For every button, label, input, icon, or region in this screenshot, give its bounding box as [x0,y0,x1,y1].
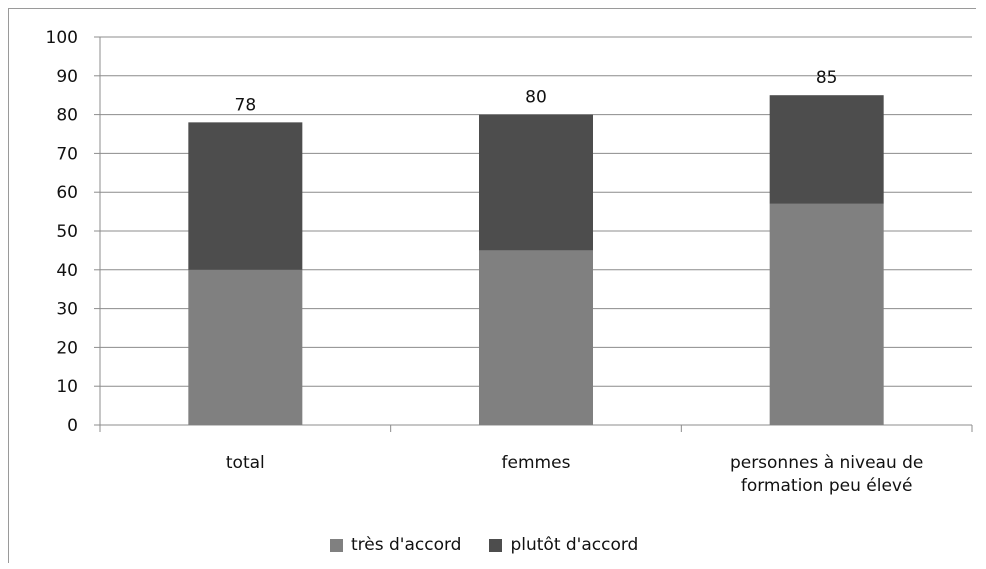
total-label-0: 78 [235,95,257,115]
bar-plutot-accord-2 [769,95,884,204]
bar-tres-accord-0 [188,269,303,425]
legend-swatch-tres-accord [330,538,343,552]
total-label-2: 85 [816,68,838,88]
legend-label-tres-accord: très d'accord [351,535,462,555]
bar-plutot-accord-1 [479,114,593,251]
legend-swatch-plutot-accord [489,538,503,552]
bar-tres-accord-2 [769,203,884,425]
y-tick-label-20: 20 [56,338,78,358]
category-label-2-0: personnes à niveau de [730,453,923,473]
y-tick-label-10: 10 [56,377,78,397]
bar-plutot-accord-0 [188,122,303,270]
y-tick-label-30: 30 [56,300,78,320]
y-tick-label-40: 40 [56,261,78,281]
chart-frame [8,8,976,563]
y-tick-label-70: 70 [56,144,78,164]
bar-tres-accord-1 [479,250,593,425]
y-tick-label-80: 80 [56,106,78,126]
y-tick-label-60: 60 [56,183,78,203]
legend: très d'accord plutôt d'accord [330,535,666,555]
legend-label-plutot-accord: plutôt d'accord [510,535,639,555]
legend-item-tres-accord: très d'accord [330,535,461,555]
total-label-1: 80 [525,88,547,108]
y-tick-label-0: 0 [67,416,78,436]
y-tick-label-100: 100 [46,28,78,48]
category-label-0-0: total [226,453,265,473]
category-label-2-1: formation peu élevé [741,476,913,496]
y-tick-label-90: 90 [56,67,78,87]
legend-item-plutot-accord: plutôt d'accord [489,535,638,555]
y-tick-label-50: 50 [56,222,78,242]
category-label-1-0: femmes [502,453,571,473]
